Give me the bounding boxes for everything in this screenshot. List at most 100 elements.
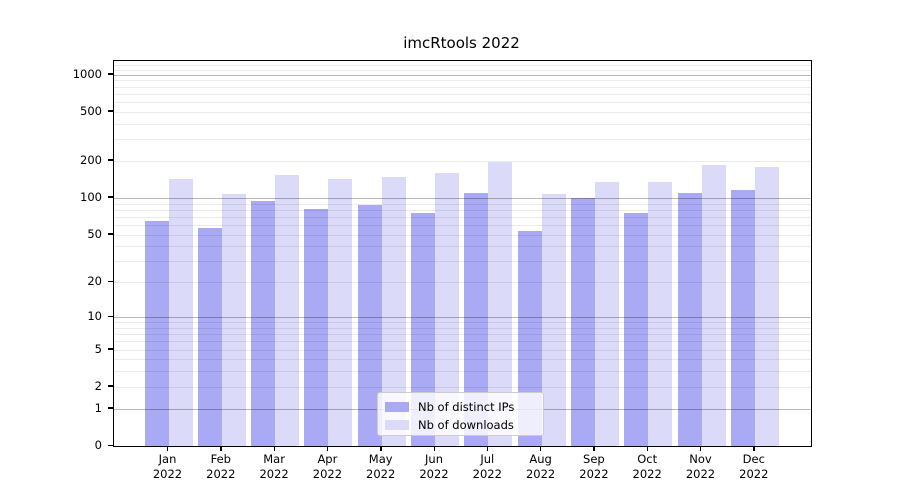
x-tick-year: 2022 [525,467,556,481]
bar-distinct-ips [624,212,649,446]
x-tick-mark [220,446,222,451]
y-gridline-minor [114,216,811,218]
x-tick-mark [273,446,275,451]
bar-distinct-ips [144,220,169,446]
y-gridline-minor [114,359,811,361]
y-tick-label: 50 [87,226,102,241]
y-gridline-minor [114,322,811,324]
x-tick-mark [380,446,382,451]
x-tick-year: 2022 [632,467,662,481]
y-gridline-minor [114,327,811,329]
y-tick-label: 1 [94,400,102,415]
y-gridline-minor [114,225,811,227]
bar-downloads [221,193,246,446]
x-tick-year: 2022 [579,467,609,481]
y-gridline-minor [114,139,811,141]
x-tick-month: Oct [637,452,658,466]
y-gridline-minor [114,86,811,88]
legend-swatch-downloads [385,420,409,430]
bar-distinct-ips [197,227,222,446]
y-gridline-minor [114,349,811,351]
plot-area [113,60,812,447]
bar-downloads [648,181,673,446]
y-tick-mark [108,280,113,283]
bar-downloads [168,178,193,446]
y-tick-label: 20 [87,274,102,289]
x-tick-year: 2022 [685,467,716,481]
y-gridline-major [114,197,811,199]
chart-title: imcRtools 2022 [403,34,520,52]
y-gridline-minor [114,69,811,71]
legend-label-distinct-ips: Nb of distinct IPs [418,400,515,414]
x-tick-month: Feb [210,452,231,466]
x-tick-year: 2022 [419,467,449,481]
x-tick-mark [326,446,329,451]
x-tick-label: Nov 2022 [673,452,729,482]
legend-swatch-distinct-ips [385,402,409,412]
x-tick-month: Jan [158,452,177,466]
bar-downloads [541,194,566,446]
x-tick-month: Aug [529,452,552,466]
x-tick-mark [486,446,489,451]
legend-item-distinct-ips: Nb of distinct IPs [385,398,534,416]
x-tick-mark [433,446,435,451]
x-tick-label: Dec 2022 [726,452,782,482]
x-tick-label: Jul 2022 [459,452,515,482]
x-tick-label: Jun 2022 [406,452,462,482]
y-gridline-minor [114,111,811,113]
x-tick-label: Oct 2022 [619,452,675,482]
y-gridline-minor [114,334,811,336]
y-gridline-minor [114,282,811,284]
y-tick-label: 500 [80,103,102,118]
bar-distinct-ips [251,200,276,446]
x-tick-mark [646,446,649,451]
y-tick-mark [108,385,113,387]
x-tick-year: 2022 [472,467,502,481]
bar-downloads [275,174,300,446]
x-tick-mark [167,446,169,451]
x-tick-month: May [368,452,393,466]
y-tick-label: 200 [80,152,102,167]
x-tick-month: Mar [263,452,285,466]
y-gridline-minor [114,209,811,211]
y-gridline-minor [114,123,811,125]
y-tick-label: 5 [94,341,102,356]
x-tick-label: Aug 2022 [513,452,569,482]
x-tick-mark [540,446,542,451]
legend-label-downloads: Nb of downloads [418,418,514,432]
y-tick-label: 0 [94,438,102,452]
x-tick-month: Jun [425,452,443,466]
legend-item-downloads: Nb of downloads [385,416,534,434]
y-gridline-minor [114,102,811,104]
x-tick-month: Nov [689,452,712,466]
y-gridline-major [114,74,811,76]
bar-distinct-ips [730,190,755,446]
y-gridline-minor [114,93,811,95]
x-tick-month: Apr [317,452,338,466]
y-gridline-minor [114,371,811,373]
x-tick-label: Sep 2022 [566,452,622,482]
bar-downloads [754,166,779,446]
y-tick-label: 1000 [72,66,102,81]
x-tick-year: 2022 [206,467,236,481]
y-gridline-minor [114,341,811,343]
bar-downloads [594,181,619,446]
y-tick-label: 10 [87,309,102,324]
y-gridline-minor [114,246,811,248]
y-gridline-minor [114,80,811,82]
y-tick-label: 2 [94,378,102,393]
bar-downloads [328,179,353,446]
x-tick-mark [753,446,755,451]
x-tick-label: Mar 2022 [246,452,302,482]
y-gridline-minor [114,203,811,205]
x-tick-label: Jan 2022 [140,452,196,482]
bar-downloads [701,164,726,446]
x-tick-label: Apr 2022 [299,452,355,482]
x-tick-mark [593,446,595,451]
y-tick-label: 100 [80,189,102,204]
bar-distinct-ips [677,193,702,446]
y-gridline-minor [114,386,811,388]
x-tick-year: 2022 [739,467,769,481]
x-tick-mark [700,446,702,451]
